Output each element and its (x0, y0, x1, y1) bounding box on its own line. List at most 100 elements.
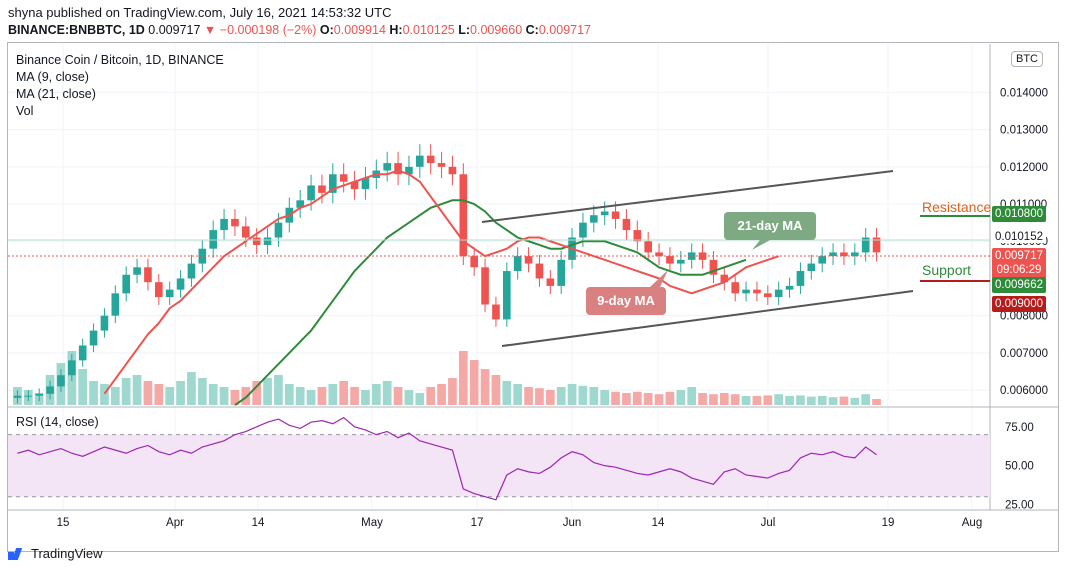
candle-body (524, 256, 533, 264)
price-tick-label: 0.006000 (1000, 385, 1048, 397)
candle-body (448, 166, 457, 175)
countdown-value: 09:06:29 (996, 264, 1042, 276)
volume-bar (632, 391, 642, 405)
candle-body (329, 174, 337, 193)
price-tick-label: 0.014000 (1000, 87, 1048, 99)
price-tick-label: 0.007000 (1000, 348, 1048, 360)
candle-body (68, 360, 76, 376)
candle-body (459, 174, 468, 257)
close-value: 0.009717 (538, 23, 591, 37)
volume-bar (361, 390, 370, 405)
tradingview-logo[interactable]: TradingView (8, 546, 103, 561)
volume-bar (295, 387, 305, 405)
candle-body (307, 185, 315, 201)
legend-rsi[interactable]: RSI (14, close) (16, 415, 99, 429)
candle-body (100, 315, 109, 331)
candle-body (296, 200, 304, 208)
tradingview-logo-text: TradingView (31, 546, 103, 561)
candle-body (600, 211, 609, 216)
volume-bar (197, 378, 207, 405)
volume-bar (458, 351, 468, 405)
volume-bar (535, 388, 544, 405)
candle-body (644, 241, 652, 253)
candle-body (122, 274, 130, 294)
volume-bar (404, 390, 414, 405)
candle-body (481, 267, 489, 305)
legend-ma9[interactable]: MA (9, close) (16, 70, 89, 84)
candle-body (231, 218, 239, 227)
candle-body (785, 285, 794, 290)
candle-body (633, 230, 642, 242)
volume-bar (785, 396, 794, 405)
legend-ma21[interactable]: MA (21, close) (16, 87, 96, 101)
candle-body (155, 282, 163, 298)
candle-body (176, 278, 185, 290)
volume-bar (284, 384, 294, 405)
candle-body (383, 163, 391, 171)
candle-body (470, 256, 478, 268)
rsi-tick-label: 50.00 (1005, 461, 1034, 473)
legend-volume[interactable]: Vol (16, 104, 34, 118)
volume-bar (741, 396, 751, 405)
candle-body (144, 267, 152, 283)
volume-bar (371, 384, 381, 405)
open-label: O: (319, 23, 334, 37)
candle-body (513, 256, 522, 272)
level-price-tag: 0.010152 (992, 231, 1046, 243)
volume-bar (611, 391, 620, 405)
volume-bar (415, 393, 425, 405)
candle-body (89, 330, 98, 346)
candle-body (492, 304, 500, 320)
volume-bar (121, 378, 131, 405)
last-price-tag: 0.009717 09:06:29 (992, 248, 1046, 279)
time-tick-label: Jul (761, 517, 776, 529)
volume-bar (448, 378, 457, 405)
volume-bar (719, 393, 729, 405)
volume-bar (622, 393, 631, 405)
volume-bar (817, 396, 827, 405)
currency-button[interactable]: BTC (1011, 51, 1043, 67)
candle-body (774, 289, 783, 298)
candle-body (731, 282, 739, 294)
volume-bar (100, 384, 109, 405)
volume-bar (154, 384, 164, 405)
volume-bar (872, 399, 881, 405)
candle-body (13, 395, 22, 398)
volume-bar (469, 360, 479, 405)
volume-bar (328, 384, 338, 405)
candle-body (242, 226, 250, 238)
volume-bar (524, 387, 533, 405)
candle-body (361, 177, 370, 190)
candle-body (698, 252, 707, 260)
lower-channel-line (501, 290, 914, 347)
volume-bar (850, 397, 860, 405)
high-value: 0.010125 (402, 23, 455, 37)
candle-body (655, 252, 663, 257)
candle-body (111, 293, 120, 316)
candle-body (220, 218, 228, 231)
volume-bar (752, 396, 762, 405)
volume-bar (806, 396, 816, 405)
volume-bar (730, 394, 740, 405)
candle-body (394, 163, 402, 175)
volume-bar (600, 390, 610, 405)
ma9-line (103, 169, 780, 395)
volume-bar (274, 375, 283, 405)
time-tick-label: 15 (57, 517, 70, 529)
candle-body (165, 289, 174, 298)
volume-bar (502, 381, 512, 405)
price-tick-label: 0.012000 (1000, 162, 1048, 174)
volume-bar (230, 390, 240, 405)
close-label: C: (525, 23, 539, 37)
candle-body (709, 259, 718, 275)
legend-title[interactable]: Binance Coin / Bitcoin, 1D, BINANCE (16, 53, 224, 67)
volume-bar (187, 372, 196, 405)
volume-bar (339, 381, 349, 405)
volume-bar (828, 397, 838, 405)
volume-bar (578, 385, 588, 405)
candle-body (851, 252, 859, 257)
volume-bar (589, 387, 599, 405)
change-value: −0.000198 (−2%) (219, 23, 317, 37)
volume-bar (393, 387, 403, 405)
